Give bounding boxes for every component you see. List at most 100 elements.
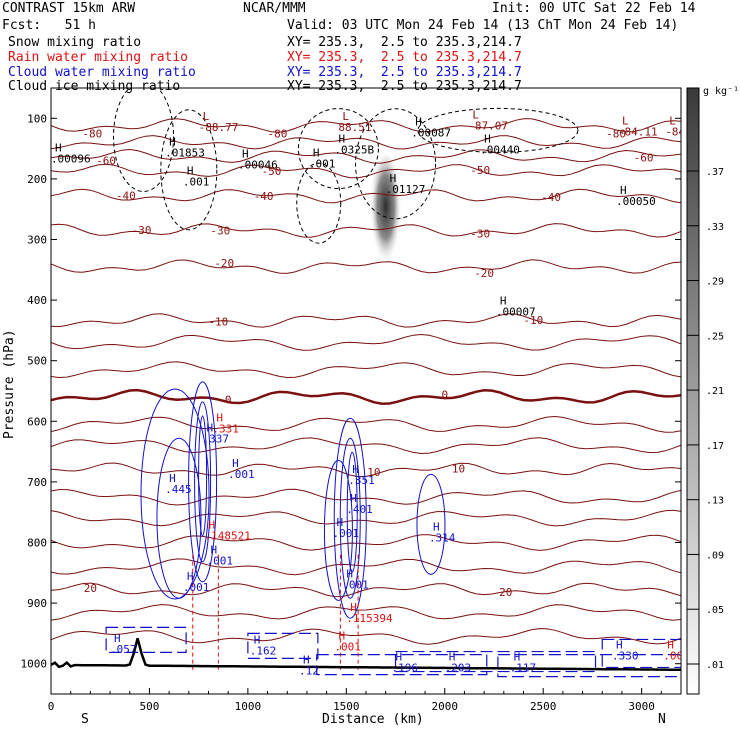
x-tick-label: 2500 bbox=[530, 700, 557, 713]
isotherm-line bbox=[51, 333, 681, 351]
y-tick-label: 800 bbox=[27, 537, 47, 550]
init-time: Init: 00 UTC Sat 22 Feb 14 bbox=[492, 1, 696, 16]
isotherm-label: -80 bbox=[267, 127, 287, 140]
isotherm-label: -20 bbox=[474, 267, 494, 280]
cloud-water-contour bbox=[156, 437, 202, 599]
extremum-value: -84.46 bbox=[665, 125, 705, 138]
field-label-cloudice: Cloud ice mixing ratio bbox=[8, 79, 181, 94]
extremum-value: .00050 bbox=[616, 195, 656, 208]
extremum-marker: H bbox=[390, 172, 397, 185]
x-tick-label: 500 bbox=[140, 700, 160, 713]
cloud-ice-contour bbox=[297, 108, 379, 190]
colorbar-tick-label: .13 bbox=[706, 496, 724, 507]
model-title: CONTRAST 15km ARW bbox=[2, 1, 136, 16]
cloud-water-contour bbox=[316, 654, 488, 676]
isotherm-label: -30 bbox=[210, 224, 230, 237]
isotherm-label: -10 bbox=[523, 314, 543, 327]
extremum-marker: L bbox=[342, 110, 349, 123]
isotherm-label: -50 bbox=[262, 165, 282, 178]
x-tick-label: 0 bbox=[48, 700, 55, 713]
cloud-ice-contour bbox=[113, 88, 175, 192]
cloud-water-contour bbox=[198, 415, 208, 537]
cloud-water-contour bbox=[105, 626, 187, 653]
extremum-value: -87.07 bbox=[468, 119, 508, 132]
isotherm-label: 20 bbox=[499, 586, 512, 599]
x-tick-label: 3000 bbox=[628, 700, 655, 713]
snow-shading bbox=[369, 154, 402, 271]
isotherm-label: 10 bbox=[452, 463, 465, 476]
isotherm-label: -40 bbox=[541, 191, 561, 204]
isotherm-label: -80 bbox=[606, 127, 626, 140]
isotherm--10 bbox=[51, 313, 681, 328]
isotherm--30 bbox=[51, 223, 681, 238]
colorbar-tick-label: .01 bbox=[706, 660, 724, 671]
extremum-marker: H bbox=[187, 570, 194, 583]
extremum-marker: H bbox=[500, 294, 507, 307]
extremum-value: .001 bbox=[334, 640, 361, 653]
extremum-value: .001 bbox=[332, 527, 359, 540]
extremum-marker: H bbox=[514, 651, 521, 664]
x-tick-label: 1500 bbox=[333, 700, 360, 713]
isotherm-line bbox=[51, 558, 681, 576]
extremum-value: .001 bbox=[228, 468, 255, 481]
y-tick-label: 1000 bbox=[21, 658, 48, 671]
extremum-marker: H bbox=[484, 133, 491, 146]
cloud-water-contour bbox=[394, 650, 597, 673]
isotherm-label: -40 bbox=[254, 190, 274, 203]
extremum-value: .401 bbox=[346, 503, 373, 516]
colorbar-tick-label: .09 bbox=[706, 550, 724, 561]
isotherm-label: -20 bbox=[214, 257, 234, 270]
extremum-value: .00087 bbox=[411, 127, 451, 140]
extremum-marker: H bbox=[338, 629, 345, 642]
extremum-value: .00007 bbox=[496, 305, 536, 318]
extremum-value: .445 bbox=[165, 483, 192, 496]
y-tick-label: 100 bbox=[27, 112, 47, 125]
colorbar-tick-label: .37 bbox=[706, 167, 724, 178]
extremum-marker: L bbox=[622, 114, 629, 127]
cloud-water-contour bbox=[601, 638, 681, 669]
extremum-value: -88.77 bbox=[199, 121, 239, 134]
colorbar-tick-label: .33 bbox=[706, 222, 724, 233]
y-tick-label: 200 bbox=[27, 173, 47, 186]
y-tick-label: 900 bbox=[27, 597, 47, 610]
field-xy-cloudwater: XY= 235.3, 2.5 to 235.3,214.7 bbox=[287, 65, 522, 80]
extremum-value: .203 bbox=[445, 662, 472, 675]
colorbar-tick-label: .25 bbox=[706, 331, 724, 342]
extremum-value: .001 bbox=[183, 176, 210, 189]
extremum-marker: H bbox=[433, 520, 440, 533]
extremum-marker: H bbox=[187, 165, 194, 178]
cloud-water-contour bbox=[323, 459, 353, 601]
extremum-value: 88.51 bbox=[338, 121, 371, 134]
extremum-value: .01127 bbox=[386, 183, 426, 196]
isotherm-20 bbox=[51, 582, 681, 598]
extremum-marker: H bbox=[338, 133, 345, 146]
isotherm--60 bbox=[51, 148, 681, 164]
extremum-marker: H bbox=[415, 116, 422, 129]
extremum-value: .00440 bbox=[480, 144, 520, 157]
extremum-marker: H bbox=[352, 463, 359, 476]
extremum-value: .001 bbox=[183, 581, 210, 594]
extremum-marker: H bbox=[396, 651, 403, 664]
extremum-value: .148521 bbox=[205, 530, 251, 543]
colorbar-unit: g kg⁻¹ bbox=[703, 86, 740, 97]
extremum-marker: H bbox=[616, 639, 623, 652]
extremum-value: .12 bbox=[299, 665, 319, 678]
cloud-water-contour bbox=[194, 401, 212, 563]
extremum-marker: H bbox=[169, 472, 176, 485]
isotherm-0 bbox=[51, 388, 681, 405]
colorbar-tick-label: .17 bbox=[706, 441, 724, 452]
extremum-marker: H bbox=[55, 142, 62, 155]
isotherm-label: -60 bbox=[634, 152, 654, 165]
cloud-water-contour bbox=[416, 473, 446, 575]
isotherm-label: 20 bbox=[84, 582, 97, 595]
isotherm--80 bbox=[51, 118, 681, 133]
extremum-value: .115394 bbox=[346, 612, 393, 625]
x-axis-right-end: N bbox=[658, 712, 666, 727]
forecast-hour: Fcst: 51 h bbox=[2, 18, 96, 33]
extremum-value: .314 bbox=[429, 531, 456, 544]
isotherm-line bbox=[51, 604, 681, 621]
extremum-marker: H bbox=[449, 651, 456, 664]
isotherm-line bbox=[51, 361, 681, 379]
isotherm-label: -80 bbox=[82, 127, 102, 140]
cloud-water-contour bbox=[247, 632, 319, 660]
